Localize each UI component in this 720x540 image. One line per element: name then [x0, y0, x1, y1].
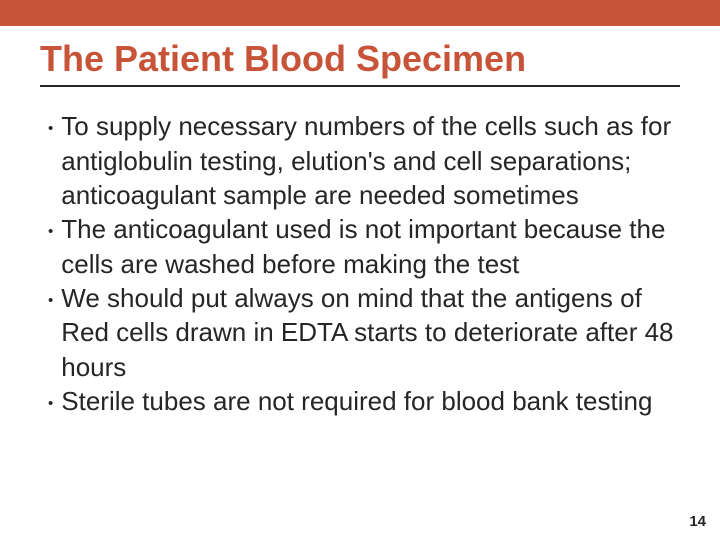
bullet-text: The anticoagulant used is not important …	[61, 212, 680, 281]
list-item: • Sterile tubes are not required for blo…	[48, 384, 680, 418]
bullet-text: We should put always on mind that the an…	[61, 281, 680, 384]
slide-content: The Patient Blood Specimen • To supply n…	[0, 26, 720, 418]
bullet-icon: •	[48, 224, 53, 239]
top-accent-bar	[0, 0, 720, 26]
bullet-icon: •	[48, 396, 53, 411]
bullet-text: To supply necessary numbers of the cells…	[61, 109, 680, 212]
list-item: • The anticoagulant used is not importan…	[48, 212, 680, 281]
list-item: • We should put always on mind that the …	[48, 281, 680, 384]
bullet-text: Sterile tubes are not required for blood…	[61, 384, 680, 418]
page-number: 14	[689, 513, 706, 530]
bullet-icon: •	[48, 293, 53, 308]
list-item: • To supply necessary numbers of the cel…	[48, 109, 680, 212]
slide-title: The Patient Blood Specimen	[40, 38, 680, 87]
bullet-icon: •	[48, 121, 53, 136]
bullet-list: • To supply necessary numbers of the cel…	[40, 109, 680, 418]
